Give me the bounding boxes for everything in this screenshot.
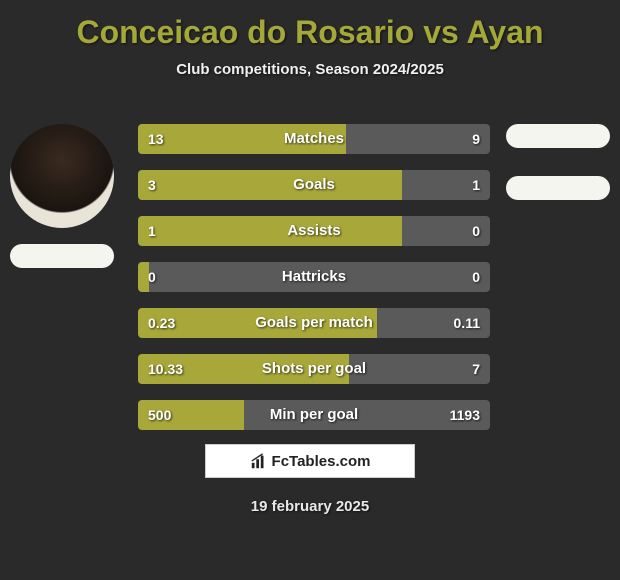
stat-bar-right <box>149 262 490 292</box>
date: 19 february 2025 <box>0 498 620 515</box>
stat-row: 00Hattricks <box>138 262 490 292</box>
player-left-name-pill <box>10 244 114 268</box>
stat-bar-left <box>138 216 402 246</box>
stat-value-right: 1193 <box>450 400 480 430</box>
player-left <box>10 124 114 268</box>
stat-bar-right <box>346 124 490 154</box>
stat-value-left: 0.23 <box>148 308 175 338</box>
player-right-name-pill-1 <box>506 124 610 148</box>
stat-value-right: 0.11 <box>454 308 480 338</box>
subtitle: Club competitions, Season 2024/2025 <box>0 61 620 78</box>
stat-value-right: 1 <box>472 170 480 200</box>
watermark[interactable]: FcTables.com <box>205 444 415 478</box>
stat-row: 0.230.11Goals per match <box>138 308 490 338</box>
stat-value-left: 0 <box>148 262 156 292</box>
stats-bars: 139Matches31Goals10Assists00Hattricks0.2… <box>138 124 490 446</box>
stat-value-left: 13 <box>148 124 164 154</box>
stat-bar-left <box>138 170 402 200</box>
stat-bar-left <box>138 124 346 154</box>
stat-row: 10Assists <box>138 216 490 246</box>
stat-value-left: 500 <box>148 400 171 430</box>
stat-value-left: 1 <box>148 216 156 246</box>
stat-row: 5001193Min per goal <box>138 400 490 430</box>
stat-bar-right <box>349 354 490 384</box>
stat-value-right: 7 <box>472 354 480 384</box>
stat-row: 31Goals <box>138 170 490 200</box>
stat-value-right: 0 <box>472 216 480 246</box>
stat-row: 10.337Shots per goal <box>138 354 490 384</box>
watermark-text: FcTables.com <box>272 453 371 470</box>
player-right <box>506 124 610 200</box>
page-title: Conceicao do Rosario vs Ayan <box>0 0 620 51</box>
stat-row: 139Matches <box>138 124 490 154</box>
stat-value-right: 9 <box>472 124 480 154</box>
stat-value-right: 0 <box>472 262 480 292</box>
avatar-left-icon <box>10 124 114 228</box>
stat-value-left: 3 <box>148 170 156 200</box>
player-right-name-pill-2 <box>506 176 610 200</box>
chart-icon <box>250 452 268 470</box>
stat-value-left: 10.33 <box>148 354 183 384</box>
